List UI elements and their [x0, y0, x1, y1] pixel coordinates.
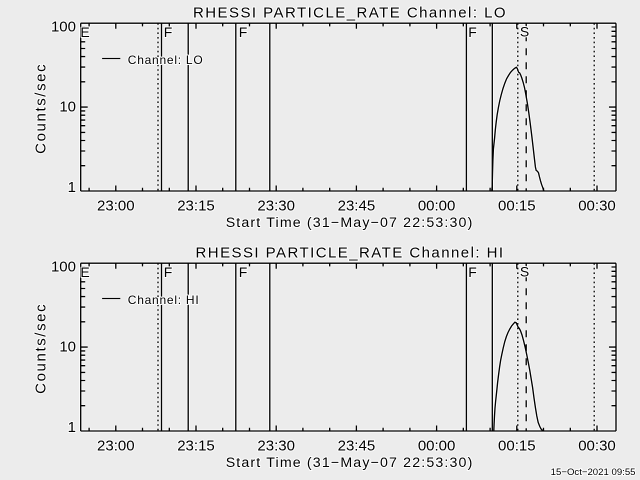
- svg-text:F: F: [164, 24, 173, 40]
- svg-text:23:45: 23:45: [338, 197, 376, 214]
- svg-text:00:00: 00:00: [418, 437, 456, 454]
- svg-text:23:00: 23:00: [97, 437, 135, 454]
- svg-text:E: E: [80, 264, 89, 280]
- svg-text:100: 100: [51, 19, 76, 36]
- svg-text:23:15: 23:15: [177, 437, 215, 454]
- svg-text:23:00: 23:00: [97, 197, 135, 214]
- svg-text:S: S: [520, 23, 529, 39]
- svg-text:Start Time (31−May−07 22:53:30: Start Time (31−May−07 22:53:30): [226, 455, 474, 471]
- svg-text:S: S: [520, 263, 529, 279]
- svg-text:RHESSI PARTICLE_RATE Channel:: RHESSI PARTICLE_RATE Channel: HI: [196, 244, 505, 261]
- svg-text:100: 100: [51, 259, 76, 276]
- svg-text:F: F: [239, 24, 248, 40]
- svg-text:F: F: [239, 264, 248, 280]
- svg-text:Counts/sec: Counts/sec: [33, 303, 50, 394]
- svg-text:Counts/sec: Counts/sec: [33, 63, 50, 154]
- svg-text:Channel: HI: Channel: HI: [128, 293, 200, 307]
- svg-text:F: F: [468, 24, 477, 40]
- svg-text:23:15: 23:15: [177, 197, 215, 214]
- svg-text:00:30: 00:30: [578, 197, 616, 214]
- svg-text:Start Time (31−May−07 22:53:30: Start Time (31−May−07 22:53:30): [226, 215, 474, 231]
- svg-text:F: F: [164, 264, 173, 280]
- svg-text:1: 1: [68, 179, 76, 196]
- svg-text:RHESSI PARTICLE_RATE Channel:: RHESSI PARTICLE_RATE Channel: LO: [193, 4, 507, 21]
- svg-text:23:30: 23:30: [257, 437, 295, 454]
- svg-text:1: 1: [68, 419, 76, 436]
- svg-text:00:15: 00:15: [498, 197, 536, 214]
- svg-text:23:30: 23:30: [257, 197, 295, 214]
- svg-text:00:15: 00:15: [498, 437, 536, 454]
- svg-text:Channel: LO: Channel: LO: [128, 53, 204, 67]
- svg-text:00:30: 00:30: [578, 437, 616, 454]
- svg-text:10: 10: [59, 99, 76, 116]
- svg-text:15−Oct−2021 09:55: 15−Oct−2021 09:55: [551, 467, 636, 478]
- svg-text:00:00: 00:00: [418, 197, 456, 214]
- svg-text:F: F: [468, 264, 477, 280]
- svg-text:10: 10: [59, 339, 76, 356]
- svg-text:23:45: 23:45: [338, 437, 376, 454]
- svg-text:E: E: [80, 24, 89, 40]
